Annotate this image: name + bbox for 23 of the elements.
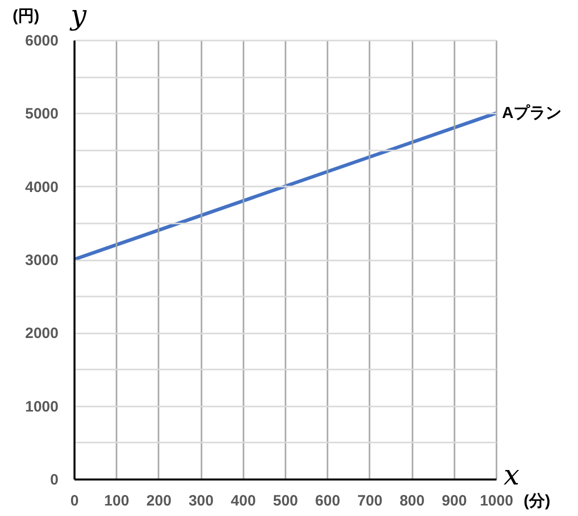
y-tick-label: 2000 — [25, 325, 58, 342]
x-tick-label: 200 — [146, 492, 172, 510]
x-tick-label: 0 — [70, 492, 79, 510]
x-tick-label: 800 — [400, 492, 425, 510]
y-tick-label: 5000 — [25, 106, 58, 123]
y-tick-label: 0 — [50, 472, 58, 488]
y-tick-label: 3000 — [25, 252, 58, 269]
x-axis-title: x — [504, 458, 520, 492]
y-tick-label: 4000 — [25, 178, 58, 196]
x-tick-label: 400 — [230, 492, 256, 510]
x-tick-label: 500 — [272, 492, 298, 510]
text: (円) — [12, 8, 40, 25]
x-tick-label: 900 — [442, 492, 467, 510]
y-tick-label: 1000 — [25, 398, 58, 416]
x-tick-label: 300 — [188, 492, 214, 510]
text: (分) — [524, 492, 550, 510]
series-label: Aプラン — [502, 104, 562, 122]
x-tick-label: 1000 — [480, 492, 514, 510]
y-tick-label: 6000 — [25, 32, 58, 50]
y-axis-title: y — [68, 0, 88, 32]
x-tick-label: 700 — [357, 492, 382, 510]
x-tick-label: 600 — [315, 492, 340, 510]
x-tick-label: 100 — [104, 492, 130, 510]
